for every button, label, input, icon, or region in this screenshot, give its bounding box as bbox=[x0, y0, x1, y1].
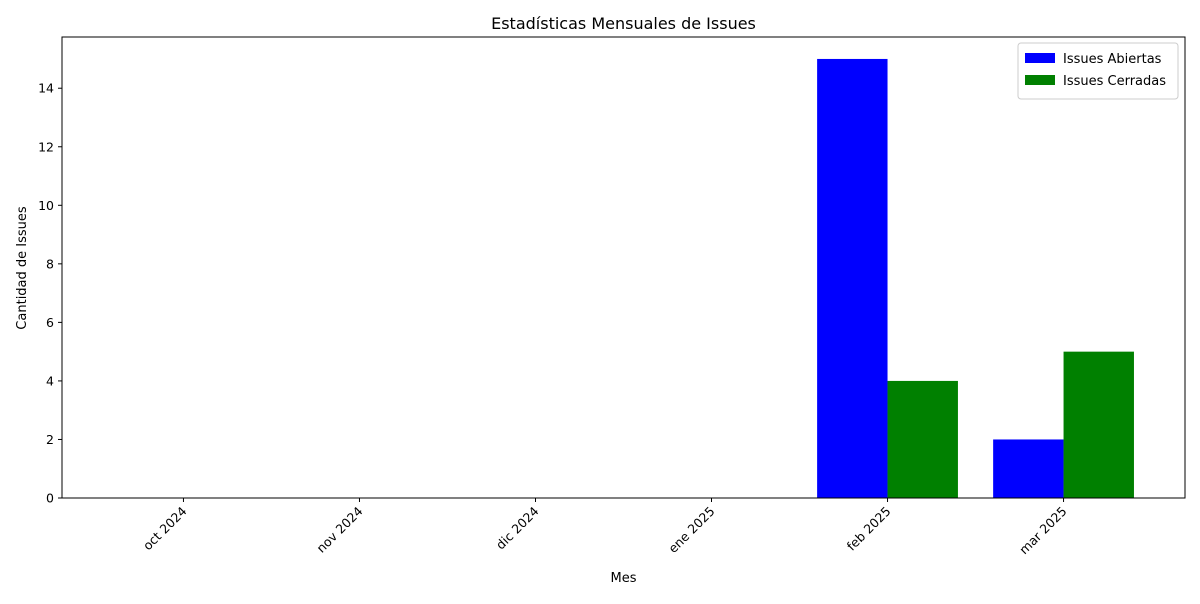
legend: Issues Abiertas Issues Cerradas bbox=[1017, 42, 1179, 100]
legend-label-abiertas: Issues Abiertas bbox=[1063, 52, 1162, 67]
legend-swatch-cerradas bbox=[1025, 75, 1055, 85]
x-tick-label: oct 2024 bbox=[140, 503, 190, 553]
y-tick-label: 0 bbox=[46, 491, 54, 506]
x-axis-label: Mes bbox=[611, 571, 637, 586]
bars-layer bbox=[817, 58, 1134, 498]
legend-swatch-abiertas bbox=[1025, 53, 1055, 63]
x-tick-label: feb 2025 bbox=[844, 504, 894, 554]
x-tick-label: dic 2024 bbox=[493, 503, 542, 552]
y-tick-label: 12 bbox=[38, 139, 54, 154]
y-tick-label: 10 bbox=[38, 198, 54, 213]
chart-title: Estadísticas Mensuales de Issues bbox=[491, 14, 756, 33]
bar-abiertas-5 bbox=[993, 439, 1064, 498]
x-tick-label: mar 2025 bbox=[1016, 504, 1070, 558]
bar-cerradas-4 bbox=[887, 380, 958, 498]
y-tick-label: 6 bbox=[46, 315, 54, 330]
bar-abiertas-4 bbox=[817, 58, 888, 498]
legend-label-cerradas: Issues Cerradas bbox=[1063, 74, 1166, 89]
x-tick-label: ene 2025 bbox=[665, 504, 717, 556]
y-tick-label: 14 bbox=[38, 81, 54, 96]
plot-frame bbox=[61, 36, 1186, 499]
legend-box bbox=[1017, 42, 1179, 100]
y-tick-label: 4 bbox=[46, 373, 54, 388]
x-tick-label: nov 2024 bbox=[313, 503, 365, 555]
y-axis-label: Cantidad de Issues bbox=[15, 206, 30, 330]
y-tick-label: 8 bbox=[46, 256, 54, 271]
bar-cerradas-5 bbox=[1063, 351, 1134, 498]
y-tick-label: 2 bbox=[46, 432, 54, 447]
